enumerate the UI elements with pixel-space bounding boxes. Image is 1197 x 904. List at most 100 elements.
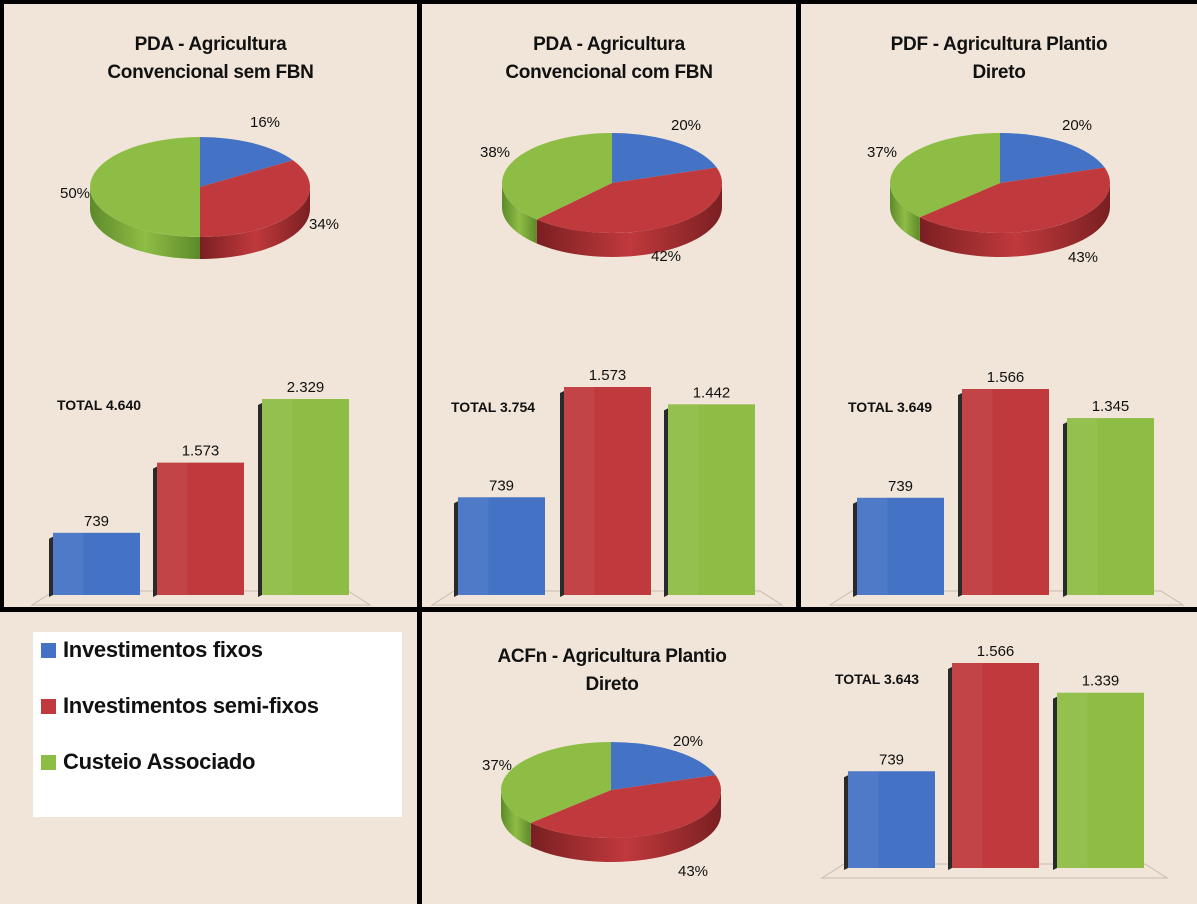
bar-side [853,501,857,597]
pie-side-wall [501,790,531,847]
pie-slice-custeio-associado [90,137,200,237]
pie-percent-label: 37% [867,144,897,161]
total-label: TOTAL 3.643 [835,671,919,687]
bar-highlight [564,387,595,595]
bar-value-label: 739 [879,751,904,768]
bar-value-label: 1.573 [589,367,627,384]
bar-value-label: 1.566 [987,369,1025,386]
bar-value-label: 1.573 [182,443,220,460]
title-line-2: Convencional com FBN [505,62,713,83]
panel-title: ACFn - Agricultura Plantio Direto [422,643,802,699]
pie-percent-label: 37% [482,757,512,774]
total-label: TOTAL 3.754 [451,399,535,415]
bar-side [1053,696,1057,870]
title-line-1: PDF - Agricultura Plantio [890,34,1108,55]
total-label: TOTAL 4.640 [57,397,141,413]
frame-middle-separator-bottom [0,607,1197,612]
bar-custeio-associado [1063,418,1154,597]
bar-side [454,501,458,597]
legend-swatch [41,698,56,714]
title-line-2: Direto [972,62,1026,83]
pie-slice-investimentos-fixos [611,742,716,790]
legend-label: Custeio Associado [63,749,256,774]
panel-title: PDF - Agricultura Plantio Direto [801,31,1197,87]
pie-side-wall [890,183,920,242]
bar-highlight [962,389,993,595]
title-line-1: ACFn - Agricultura Plantio [497,646,727,667]
pie-percent-label: 43% [1068,249,1098,266]
pie-percent-label: 20% [1062,117,1092,134]
bar-floor [430,590,784,606]
bar-highlight [458,497,489,595]
bar-face [458,497,545,595]
legend-swatch [41,754,56,770]
bar-face [53,532,140,595]
bar-floor [820,863,1169,879]
pie-percent-label: 38% [480,144,510,161]
bar-face [564,387,651,595]
bar-investimentos-fixos [454,497,545,597]
bar-highlight [157,462,188,595]
panel-pda-com-fbn: PDA - Agricultura Convencional com FBN [422,4,796,607]
title-line-1: PDA - Agricultura [533,34,685,55]
bar-face [962,389,1049,595]
bar-side [958,393,962,597]
bar-custeio-associado [664,404,755,597]
frame-top-border [0,0,1197,4]
bar-highlight [1067,418,1098,595]
bar-side [153,466,157,597]
bar-investimentos-semi-fixos [958,389,1049,597]
bar-side [844,775,848,870]
bar-value-label: 1.339 [1082,673,1120,690]
bar-side [560,391,564,597]
pie-percent-label: 42% [651,248,681,265]
bar-side [1063,422,1067,597]
bar-face [1057,692,1144,868]
bar-floor [828,590,1185,606]
bar-highlight [668,404,699,595]
pie-side-wall [919,183,1110,257]
bar-investimentos-fixos [844,771,935,870]
bar-face [857,497,944,595]
bar-value-label: 2.329 [287,379,325,396]
bar-value-label: 1.566 [977,643,1015,660]
pie-percent-label: 50% [60,185,90,202]
bar-face [952,663,1039,868]
bar-value-label: 1.345 [1092,398,1130,415]
bar-face [157,462,244,595]
pie-slice-custeio-associado [500,741,611,823]
pie-slice-investimentos-fixos [1000,133,1105,183]
frame-divider-2 [796,0,801,612]
pie-percent-label: 20% [671,117,701,134]
bar-face [668,404,755,595]
total-label: TOTAL 3.649 [848,399,932,415]
pie-slice-investimentos-semi-fixos [200,160,311,237]
frame-divider-1 [417,0,422,904]
bar-side [948,667,952,870]
bar-highlight [1057,692,1088,868]
pie-percent-label: 20% [673,733,703,750]
title-line-2: Direto [585,674,639,695]
bar-side [258,403,262,597]
panel-acfn-plantio-direto: ACFn - Agricultura Plantio Direto [422,612,802,904]
legend: Investimentos fixos Investimentos semi-f… [33,632,402,817]
pie-side-wall [530,790,721,862]
legend-swatch [41,642,56,658]
bar-custeio-associado [258,399,349,597]
bar-highlight [857,497,888,595]
title-line-2: Convencional sem FBN [107,62,314,83]
bar-face [848,771,935,868]
pie-percent-label: 43% [678,863,708,880]
bar-highlight [262,399,293,595]
bar-highlight [952,663,983,868]
panel-pda-sem-fbn: PDA - Agricultura Convencional sem FBN [4,4,417,607]
legend-label: Investimentos semi-fixos [63,693,319,718]
bar-side [664,408,668,597]
bar-highlight [848,771,879,868]
pie-side-wall [200,187,310,259]
bar-investimentos-semi-fixos [560,387,651,597]
bar-custeio-associado [1053,692,1144,870]
pie-slice-investimentos-semi-fixos [536,167,723,234]
pie-slice-investimentos-semi-fixos [919,167,1111,234]
